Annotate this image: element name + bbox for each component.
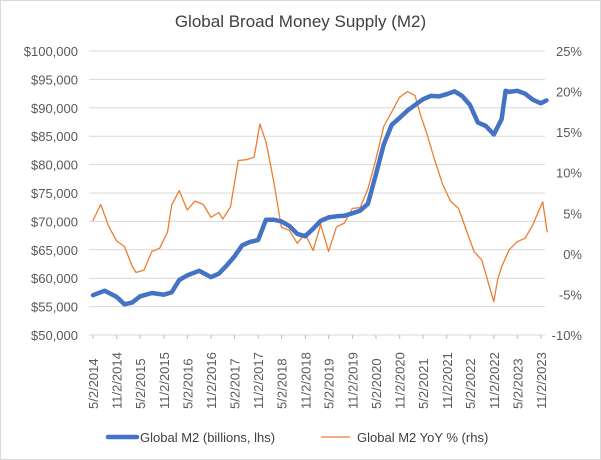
x-axis-tick-label: 11/2/2020	[393, 352, 408, 409]
right-axis-tick-label: 0%	[563, 247, 582, 262]
left-axis-tick-label: $55,000	[31, 300, 78, 315]
series-line-global-m2	[90, 88, 549, 307]
right-axis-tick-label: -5%	[559, 287, 583, 302]
x-axis-tick-label: 11/2/2017	[251, 352, 266, 409]
left-axis-tick-label: $80,000	[31, 158, 78, 173]
series-line-global-m2-yoy	[92, 90, 548, 303]
left-axis-tick-label: $50,000	[31, 328, 78, 343]
left-axis-tick-label: $70,000	[31, 214, 78, 229]
right-axis-tick-label: 25%	[556, 44, 582, 59]
x-axis-tick-label: 11/2/2018	[298, 352, 313, 409]
x-axis-ticks: 5/2/2014 11/2/2014 5/2/2015 11/2/2015 5/2/20…	[86, 335, 549, 409]
x-axis-tick-label: 11/2/2023	[534, 352, 549, 409]
right-axis-ticks: -10% -5% 0% 5% 10% 15% 20% 25%	[552, 44, 583, 343]
x-axis-tick-label: 11/2/2021	[440, 352, 455, 409]
x-axis-tick-label: 5/2/2021	[416, 358, 431, 409]
legend: Global M2 (billions, lhs) Global M2 YoY …	[105, 430, 488, 445]
right-axis-tick-label: 10%	[556, 166, 582, 181]
x-axis-tick-label: 5/2/2020	[369, 358, 384, 409]
left-axis-tick-label: $100,000	[24, 44, 78, 59]
x-axis-tick-label: 5/2/2018	[275, 358, 290, 409]
x-axis-tick-label: 11/2/2014	[110, 352, 125, 409]
x-axis-tick-label: 5/2/2014	[86, 358, 101, 409]
x-axis-tick-label: 5/2/2022	[463, 358, 478, 409]
gridlines	[89, 50, 545, 336]
x-axis-tick-label: 11/2/2015	[157, 352, 172, 409]
legend-label-global-m2: Global M2 (billions, lhs)	[140, 430, 275, 445]
left-axis-tick-label: $60,000	[31, 271, 78, 286]
x-axis-tick-label: 5/2/2016	[180, 358, 195, 409]
x-axis-tick-label: 5/2/2015	[133, 358, 148, 409]
left-axis-tick-label: $90,000	[31, 101, 78, 116]
series-layer	[90, 88, 549, 307]
right-axis-tick-label: 5%	[563, 206, 582, 221]
chart-title: Global Broad Money Supply (M2)	[175, 12, 426, 31]
x-axis-tick-label: 5/2/2019	[322, 358, 337, 409]
left-axis-tick-label: $65,000	[31, 243, 78, 258]
x-axis-tick-label: 5/2/2017	[227, 358, 242, 409]
x-axis-tick-label: 11/2/2019	[345, 352, 360, 409]
left-axis-ticks: $50,000 $55,000 $60,000 $65,000 $70,000 $75,0…	[24, 44, 78, 343]
left-axis-tick-label: $95,000	[31, 72, 78, 87]
left-axis-tick-label: $85,000	[31, 129, 78, 144]
right-axis-tick-label: 15%	[556, 125, 582, 140]
right-axis-tick-label: 20%	[556, 85, 582, 100]
x-axis-tick-label: 11/2/2022	[487, 352, 502, 409]
x-axis-tick-label: 11/2/2016	[204, 352, 219, 409]
x-axis-tick-label: 5/2/2023	[510, 358, 525, 409]
right-axis-tick-label: -10%	[552, 328, 583, 343]
left-axis-tick-label: $75,000	[31, 186, 78, 201]
legend-label-global-m2-yoy: Global M2 YoY % (rhs)	[357, 430, 488, 445]
